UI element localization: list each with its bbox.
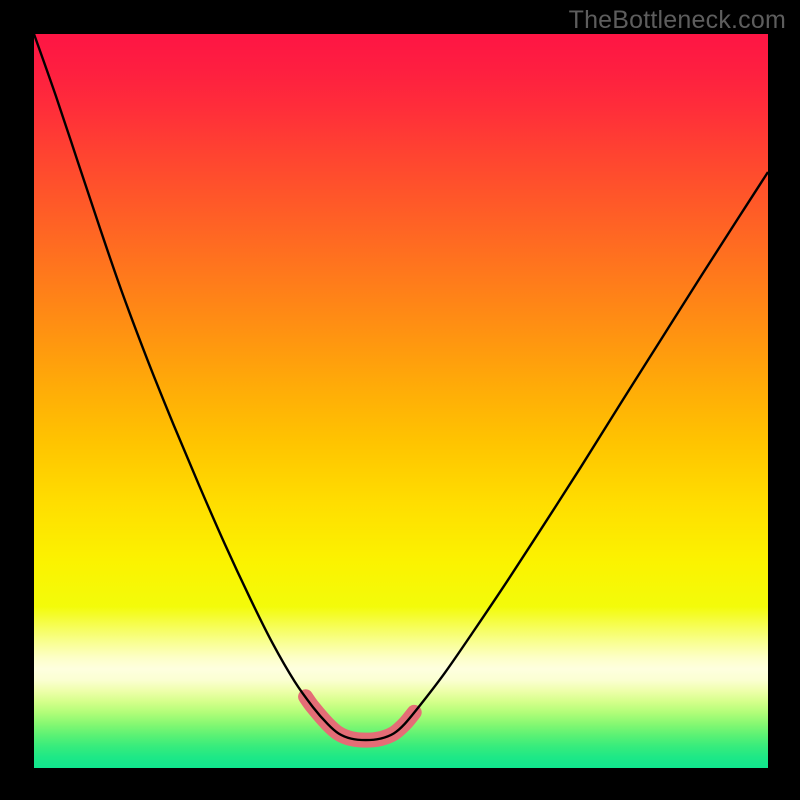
chart-svg bbox=[0, 0, 800, 800]
watermark-text: TheBottleneck.com bbox=[569, 6, 786, 35]
bottleneck-curve bbox=[34, 34, 768, 740]
